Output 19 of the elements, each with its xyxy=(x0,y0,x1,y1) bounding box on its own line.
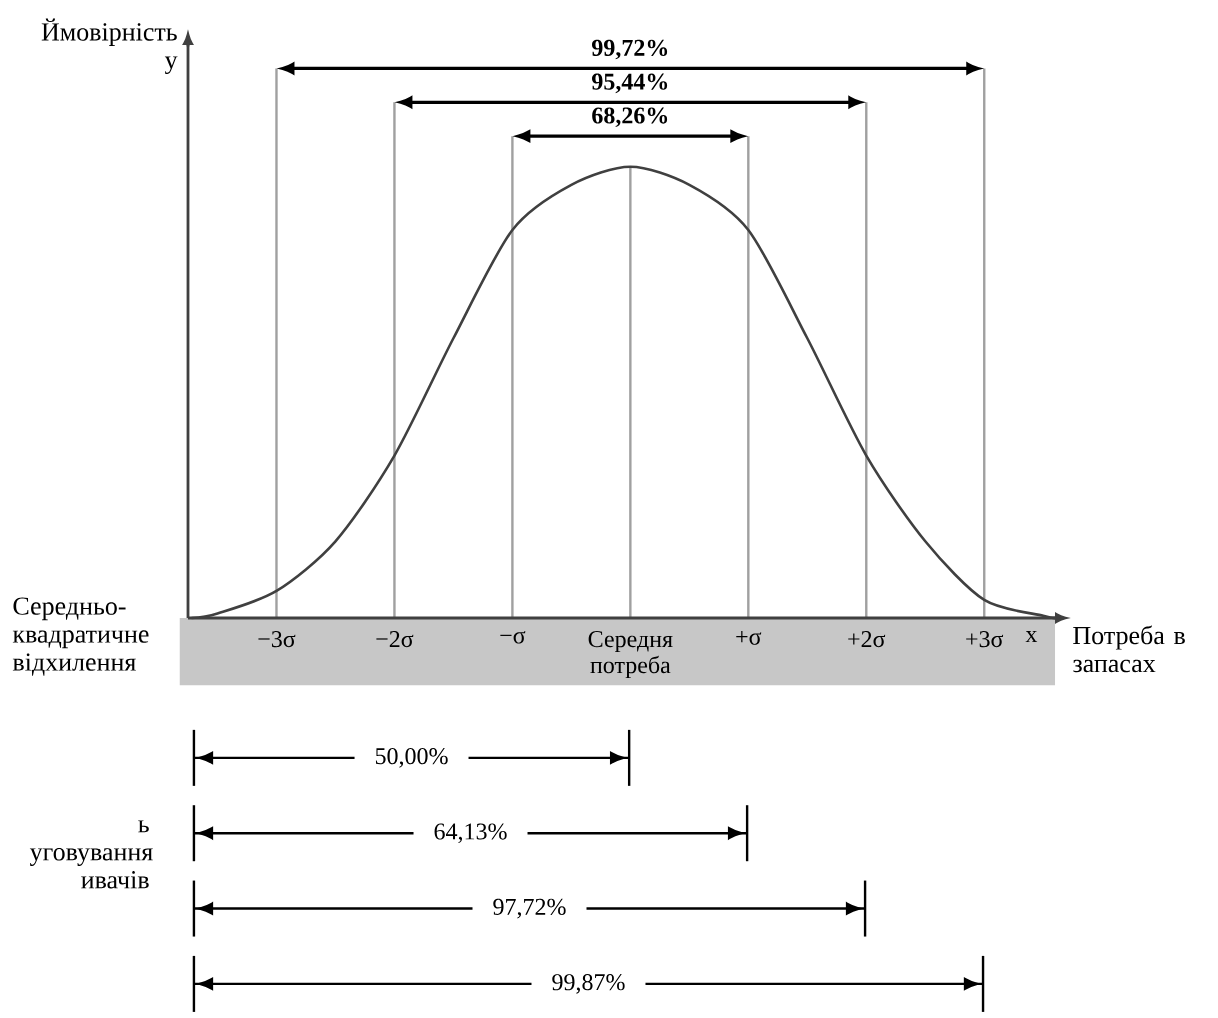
y-axis-title: Ймовірність у xyxy=(41,18,178,75)
x-tick-label: +σ xyxy=(736,631,762,645)
x-tick-label: −2σ xyxy=(376,631,414,648)
text: 99,72% xyxy=(592,39,668,60)
text: 64,13% xyxy=(434,823,507,844)
text: ь уговування ивачів xyxy=(29,820,153,889)
x-axis-title: Потреба в запасах xyxy=(1073,625,1185,673)
text: Середньо-квадратичне відхилення xyxy=(12,597,149,676)
x-tick-label: +3σ xyxy=(966,631,1004,648)
text: 50,00% xyxy=(375,748,448,768)
x-tick-label: Середня потреба xyxy=(588,631,673,679)
text: 97,72% xyxy=(493,898,566,919)
x-tick-label: +2σ xyxy=(848,631,886,648)
x-tick-label: −3σ xyxy=(258,631,296,648)
text: 99,87% xyxy=(552,974,625,994)
text: 95,44% xyxy=(592,73,668,94)
text: 68,26% xyxy=(592,107,668,128)
x-tick-label: x xyxy=(1025,631,1038,643)
x-tick-label: −σ xyxy=(500,631,526,644)
